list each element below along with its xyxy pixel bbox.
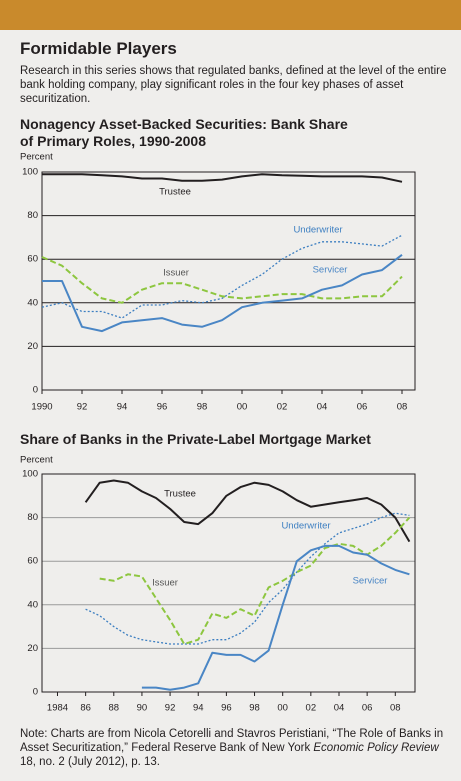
note-text: Note: Charts are from Nicola Cetorelli a… [20,728,444,754]
y-tick-label: 0 [33,385,38,396]
x-tick-label: 08 [397,402,408,413]
y-tick-label: 0 [33,687,38,698]
chart-title: Share of Banks in the Private-Label Mort… [20,431,371,447]
x-tick-label: 04 [317,402,328,413]
plot-frame [41,473,416,693]
x-tick-label: 02 [277,402,288,413]
page-title: Formidable Players [20,39,177,58]
y-tick-label: 60 [27,254,38,265]
y-tick-label: 100 [22,167,38,178]
x-tick-label: 98 [197,402,208,413]
series-line [141,544,410,691]
series-line [85,512,410,645]
x-tick-label: 00 [277,703,288,714]
series-label: Issuer [163,268,189,279]
x-tick-label: 94 [193,703,204,714]
y-tick-label: 80 [27,512,38,523]
series-label: Underwriter [293,225,342,236]
y-axis-label: Percent [20,455,53,466]
series-line [41,234,403,319]
x-tick-label: 94 [117,402,128,413]
y-tick-label: 100 [22,469,38,480]
note-journal: Economic Policy Review [313,742,439,754]
series-label: Issuer [152,578,178,589]
x-tick-label: 92 [77,402,88,413]
x-tick-label: 98 [249,703,260,714]
series-line [41,256,403,304]
x-tick-label: 92 [165,703,176,714]
y-tick-label: 40 [27,599,38,610]
series-label: Trustee [164,489,196,500]
chart-title: Nonagency Asset-Backed Securities: Bank … [20,116,348,149]
x-tick-label: 02 [306,703,317,714]
note: Note: Charts are from Nicola Cetorelli a… [20,727,445,769]
series-label: Servicer [353,576,388,587]
x-tick-label: 96 [157,402,168,413]
x-tick-label: 88 [108,703,119,714]
series-line [84,479,411,543]
y-tick-label: 60 [27,556,38,567]
x-tick-label: 08 [390,703,401,714]
top-bar [0,0,461,30]
x-tick-label: 90 [137,703,148,714]
x-tick-label: 04 [334,703,345,714]
x-tick-label: 1984 [47,703,68,714]
x-tick-label: 06 [362,703,373,714]
x-tick-label: 1990 [31,402,52,413]
x-tick-label: 96 [221,703,232,714]
y-tick-label: 40 [27,297,38,308]
y-tick-label: 20 [27,341,38,352]
x-tick-label: 00 [237,402,248,413]
intro-text: Research in this series shows that regul… [20,65,447,105]
series-line [42,173,403,183]
x-tick-label: 06 [357,402,368,413]
y-tick-label: 20 [27,643,38,654]
series-label: Trustee [159,187,191,198]
series-label: Underwriter [281,521,330,532]
y-axis-label: Percent [20,152,53,163]
note-text: 18, no. 2 (July 2012), p. 13. [20,756,161,768]
x-tick-label: 86 [80,703,91,714]
series-label: Servicer [313,265,348,276]
series-line [42,254,403,333]
y-tick-label: 80 [27,210,38,221]
plot-frame [41,171,416,391]
